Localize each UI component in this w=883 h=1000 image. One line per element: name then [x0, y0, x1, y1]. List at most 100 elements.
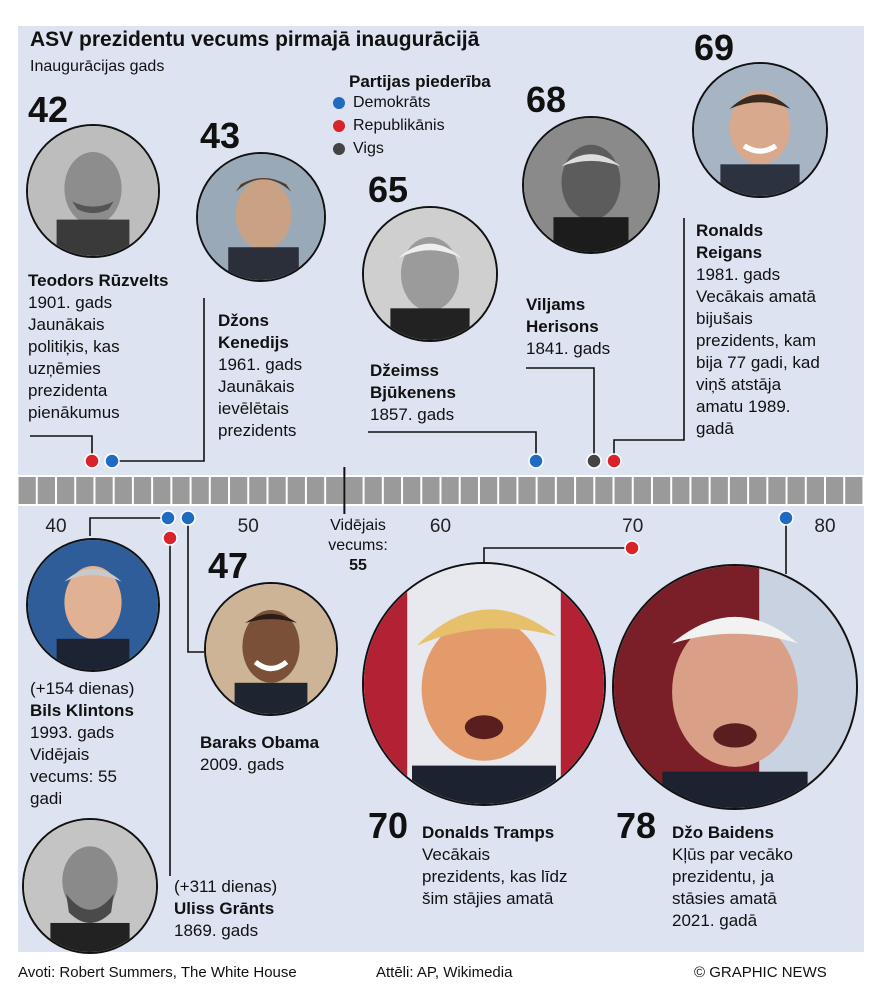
legend-item-democrat: Demokrāts — [333, 94, 430, 112]
info-harrison: Viljams Herisons 1841. gads — [526, 294, 706, 360]
note-kennedy: 1961. gads Jaunākais ievēlētais preziden… — [218, 355, 303, 440]
extra-grant: (+311 dienas) — [174, 877, 278, 896]
note-grant: 1869. gads — [174, 921, 259, 940]
legend-title: Partijas piederība — [349, 72, 491, 91]
note-biden: Kļūs par vecāko prezidentu, ja stāsies a… — [672, 845, 793, 930]
leader-line — [30, 435, 93, 461]
axis-segment — [806, 477, 824, 504]
data-point-donalds-tramps — [624, 540, 640, 556]
axis-segment — [210, 477, 229, 504]
axis-segment — [460, 477, 478, 504]
axis-segment — [479, 477, 498, 504]
note-harrison: 1841. gads — [526, 339, 611, 358]
axis-segment — [768, 477, 786, 504]
portrait-grant — [22, 818, 158, 954]
footer-images: Attēli: AP, Wikimedia — [376, 964, 513, 981]
legend-label: Republikānis — [353, 117, 445, 134]
data-point-teodors-r-zvelts — [84, 453, 100, 469]
x-tick-label: 80 — [814, 516, 835, 537]
note-buchanan: 1857. gads — [370, 405, 455, 424]
x-tick-label: 50 — [238, 516, 259, 537]
name-reagan: Ronalds Reigans — [696, 221, 764, 262]
axis-segment — [652, 477, 671, 504]
axis-segment — [403, 477, 421, 504]
axis-segment — [114, 477, 132, 504]
name-roosevelt: Teodors Rūzvelts — [28, 271, 169, 290]
leader-line — [112, 298, 205, 462]
name-kennedy: Džons Kenedijs — [218, 311, 289, 352]
axis-segment — [153, 477, 171, 504]
axis-segment — [326, 477, 344, 504]
axis-segment — [268, 477, 286, 504]
age-harrison: 68 — [526, 79, 567, 120]
info-reagan: Ronalds Reigans 1981. gads Vecākais amat… — [696, 220, 876, 440]
info-trump: Donalds Tramps Vecākais prezidents, kas … — [422, 822, 602, 910]
axis-segment — [614, 477, 632, 504]
data-point-d-ons-kenedijs — [104, 453, 120, 469]
name-harrison: Viljams Herisons — [526, 295, 599, 336]
info-obama: Baraks Obama 2009. gads — [200, 732, 380, 776]
age-biden: 78 — [616, 805, 657, 846]
extra-clinton: (+154 dienas) — [30, 679, 135, 698]
leader-line — [368, 431, 537, 461]
name-clinton: Bils Klintons — [30, 701, 134, 720]
note-reagan: 1981. gads Vecākais amatā bijušais prezi… — [696, 265, 820, 438]
axis-segment — [422, 477, 440, 504]
name-obama: Baraks Obama — [200, 733, 320, 752]
average-title: Vidējais vecums: — [328, 517, 388, 554]
portrait-trump — [362, 562, 606, 806]
portrait-biden — [612, 564, 858, 810]
axis-segment — [710, 477, 728, 504]
age-roosevelt: 42 — [28, 89, 69, 130]
axis-segment — [633, 477, 651, 504]
portrait-roosevelt — [26, 124, 160, 258]
age-trump: 70 — [368, 805, 409, 846]
axis-segment — [499, 477, 517, 504]
age-obama: 47 — [208, 545, 249, 586]
data-point-d-o-baidens — [778, 510, 794, 526]
legend-item-republican: Republikānis — [333, 117, 445, 135]
axis-segment — [595, 477, 613, 504]
data-point-d-eimss-bj-kenens — [528, 453, 544, 469]
axis-segment — [729, 477, 748, 504]
chart-title: ASV prezidentu vecums pirmajā inaugurāci… — [30, 28, 480, 51]
legend-dot-republican — [333, 120, 345, 132]
axis-segment — [576, 477, 594, 504]
axis-segment — [537, 477, 555, 504]
x-tick-label: 40 — [45, 516, 66, 537]
leader-line — [483, 547, 632, 564]
average-age-label: Vidējais vecums: 55 — [306, 516, 410, 576]
data-point-baraks-obama — [180, 510, 196, 526]
leader-line — [526, 367, 595, 461]
name-biden: Džo Baidens — [672, 823, 775, 842]
info-kennedy: Džons Kenedijs 1961. gads Jaunākais ievē… — [218, 310, 398, 442]
x-tick-label: 70 — [622, 516, 643, 537]
age-buchanan: 65 — [368, 169, 409, 210]
portrait-harrison — [522, 116, 660, 254]
footer-sources: Avoti: Robert Summers, The White House — [18, 964, 297, 981]
axis-segment — [441, 477, 459, 504]
axis-segment — [691, 477, 709, 504]
axis-segment — [37, 477, 55, 504]
axis-segment — [133, 477, 152, 504]
legend-item-whig: Vigs — [333, 140, 384, 158]
legend-label: Vigs — [353, 140, 384, 157]
leader-line — [613, 218, 685, 461]
age-kennedy: 43 — [200, 115, 241, 156]
portrait-clinton — [26, 538, 160, 672]
axis-segment — [306, 477, 325, 504]
axis-segment — [230, 477, 248, 504]
chart-subtitle: Inaugurācijas gads — [30, 58, 165, 75]
name-buchanan: Džeimss Bjūkenens — [370, 361, 456, 402]
axis-segment — [57, 477, 75, 504]
legend-dot-democrat — [333, 97, 345, 109]
note-clinton: 1993. gads Vidējais vecums: 55 gadi — [30, 723, 117, 808]
info-clinton: (+154 dienas) Bils Klintons 1993. gads V… — [30, 678, 210, 810]
axis-segment — [518, 477, 536, 504]
average-value: 55 — [349, 557, 367, 574]
note-roosevelt: 1901. gads Jaunākais politiķis, kas uzņē… — [28, 293, 120, 422]
axis-segment — [826, 477, 844, 504]
axis-segment — [345, 477, 363, 504]
info-roosevelt: Teodors Rūzvelts 1901. gads Jaunākais po… — [28, 270, 208, 424]
